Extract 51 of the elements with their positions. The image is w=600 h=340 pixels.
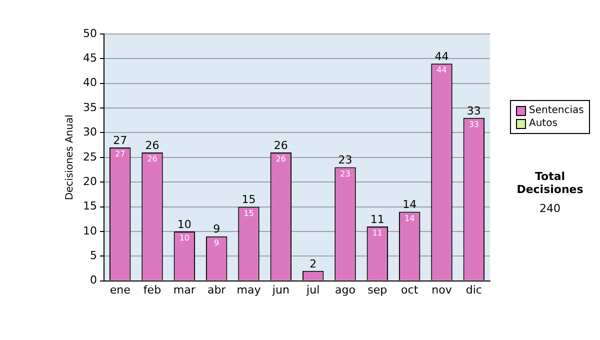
data-label: 15 <box>244 208 254 218</box>
x-tick-label: feb <box>143 283 162 296</box>
data-label: 9 <box>214 238 220 248</box>
total-label: 27 <box>113 134 128 147</box>
text: Total Decisiones <box>516 170 584 196</box>
total-label: 33 <box>466 104 481 118</box>
legend-label: Sentencias <box>529 104 584 117</box>
y-tick-label: 35 <box>82 100 97 114</box>
total-label: 26 <box>274 138 288 152</box>
text: 240 <box>538 202 562 215</box>
data-label: 27 <box>114 150 126 159</box>
y-tick-label: 50 <box>82 26 97 40</box>
data-label: 26 <box>276 154 286 164</box>
y-tick-label: 10 <box>82 224 97 238</box>
data-label: 11 <box>372 228 383 238</box>
total-label: 15 <box>242 193 256 206</box>
x-tick-label: oct <box>401 283 419 296</box>
total-label: 2 <box>310 257 317 270</box>
data-label: 23 <box>340 169 350 178</box>
total-label: 23 <box>338 154 352 167</box>
total-label: 14 <box>402 198 417 212</box>
y-tick-label: 15 <box>82 200 97 213</box>
y-tick-label: 45 <box>82 52 97 65</box>
data-label: 14 <box>404 214 415 223</box>
x-tick-label: jun <box>271 283 290 296</box>
y-tick-label: 5 <box>90 248 97 262</box>
y-tick-label: 30 <box>82 126 97 139</box>
y-axis-title: Decisiones Anual <box>64 114 76 200</box>
x-tick-label: may <box>236 283 262 296</box>
legend-label: Autos <box>529 117 558 130</box>
total-label: 9 <box>213 222 220 236</box>
x-tick-label: dic <box>466 283 482 296</box>
x-tick-label: nov <box>432 283 452 296</box>
x-tick-label: ene <box>110 283 131 296</box>
data-label: 44 <box>436 66 447 75</box>
x-tick-label: abr <box>207 283 226 296</box>
y-tick-label: 40 <box>82 76 97 90</box>
x-tick-label: sep <box>368 283 388 296</box>
total-label: 11 <box>370 212 384 226</box>
total-label: 10 <box>177 218 192 231</box>
total-label: 44 <box>434 50 449 63</box>
y-tick-label: 25 <box>82 150 97 164</box>
x-tick-label: mar <box>173 283 196 296</box>
y-tick-label: 20 <box>82 174 97 188</box>
data-label: 33 <box>468 120 480 129</box>
data-label: 26 <box>147 154 158 164</box>
x-tick-label: jul <box>306 283 320 296</box>
data-label: 10 <box>179 234 190 243</box>
y-tick-label: 0 <box>90 274 97 287</box>
total-label: 26 <box>145 138 160 152</box>
x-tick-label: ago <box>335 283 356 296</box>
